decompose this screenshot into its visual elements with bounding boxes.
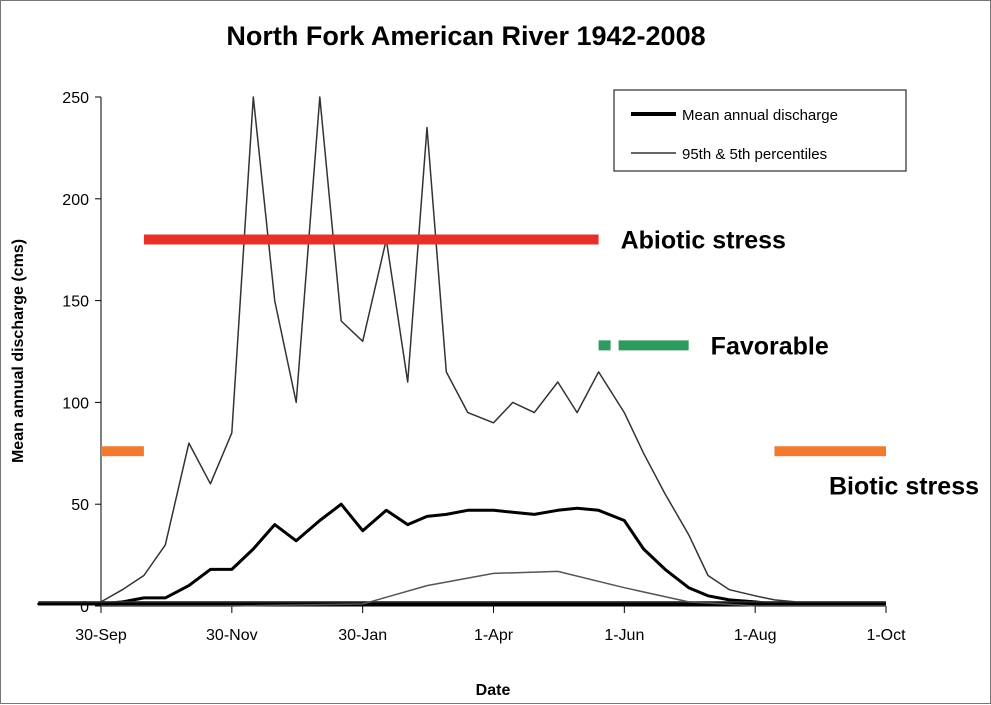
stress-bands: Abiotic stress Favorable Biotic stress — [101, 227, 979, 500]
legend-box — [613, 89, 907, 172]
band-label: Abiotic stress — [621, 227, 786, 255]
chart-title: North Fork American River 1942-2008 — [226, 21, 705, 51]
y-tick-label: 50 — [71, 497, 89, 514]
y-axis-label: Mean annual discharge (cms) — [10, 239, 27, 463]
series-line-mean-annual-discharge — [37, 502, 886, 606]
series-lines — [37, 96, 886, 607]
legend: Mean annual discharge 95th & 5th percent… — [613, 89, 907, 172]
y-tick-label: 150 — [62, 294, 89, 311]
y-tick-label: 0 — [80, 599, 89, 616]
legend-entry-percentiles: 95th & 5th percentiles — [682, 146, 827, 163]
y-tick-label: 200 — [62, 192, 89, 209]
x-tick-label: 30-Sep — [75, 627, 127, 644]
y-tick-label: 100 — [62, 395, 89, 412]
series-line-95th-percentile — [38, 96, 886, 603]
x-axis-label: Date — [476, 682, 511, 699]
y-tick-label: 250 — [62, 90, 89, 107]
axes: 0 50 100 150 200 250 30-Sep 30-Nov 30-Jan 1-Apr 1-… — [62, 90, 906, 644]
x-tick-label: 1-Oct — [866, 627, 906, 644]
x-tick-label: 30-Jan — [338, 627, 387, 644]
band-label: Biotic stress — [829, 472, 979, 500]
series-line-5th-percentile — [101, 570, 886, 607]
x-tick-label: 1-Apr — [474, 627, 514, 644]
x-tick-label: 30-Nov — [206, 627, 258, 644]
band-label: Favorable — [711, 332, 829, 360]
legend-entry-mean: Mean annual discharge — [682, 107, 838, 124]
x-tick-label: 1-Jun — [604, 627, 644, 644]
x-tick-label: 1-Aug — [734, 627, 777, 644]
